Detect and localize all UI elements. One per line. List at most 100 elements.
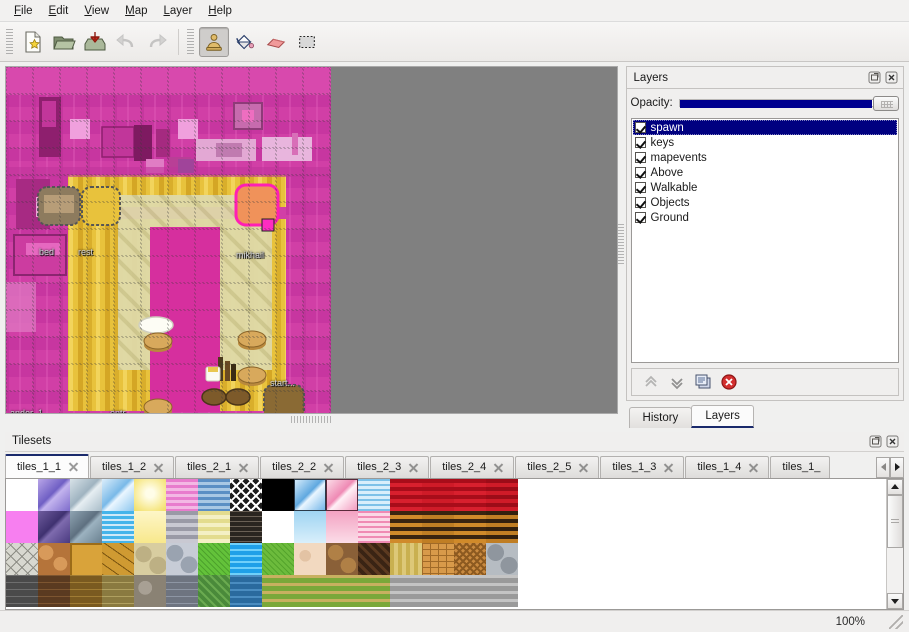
close-tab-icon[interactable] [663,462,674,473]
float-panel-icon[interactable] [867,70,882,85]
tile-cell[interactable] [134,478,166,511]
menu-view[interactable]: View [84,4,110,17]
tile-cell[interactable] [326,510,358,543]
tileset-vertical-scrollbar[interactable] [886,478,903,609]
layer-row-ground[interactable]: Ground [633,210,897,225]
tile-cell[interactable] [358,510,390,543]
tile-cell[interactable] [262,478,294,511]
scrollbar-trough[interactable] [887,494,903,593]
opacity-slider-handle[interactable] [872,96,899,111]
duplicate-layer-icon[interactable] [693,372,713,392]
stamp-brush-icon[interactable] [199,26,229,57]
layer-row-objects[interactable]: Objects [633,195,897,210]
tile-cell[interactable] [70,510,102,543]
tileset-tab-tiles-1-2[interactable]: tiles_1_2 [90,455,175,478]
tile-cell[interactable] [6,510,38,543]
scrollbar-thumb[interactable] [887,494,903,548]
tileset-grid[interactable] [6,478,886,609]
layer-visibility-checkbox[interactable] [634,167,646,178]
opacity-slider[interactable] [678,95,899,111]
tile-cell[interactable] [102,574,134,607]
tile-cell[interactable] [6,478,38,511]
tile-cell[interactable] [262,510,294,543]
tileset-tab-tiles-1-4[interactable]: tiles_1_4 [685,455,770,478]
tile-cell[interactable] [166,478,198,511]
tileset-tab-tiles-2-3[interactable]: tiles_2_3 [345,455,430,478]
scroll-down-button[interactable] [887,593,903,609]
tile-cell[interactable] [454,542,486,575]
menu-file[interactable]: File [14,4,33,17]
map-canvas[interactable]: bed rest mikhail andor_1 entr... start..… [5,66,618,414]
tile-cell[interactable] [358,574,390,607]
tile-cell[interactable] [166,574,198,607]
tile-cell[interactable] [326,542,358,575]
tile-cell[interactable] [486,574,518,607]
close-tab-icon[interactable] [153,462,164,473]
tab-history[interactable]: History [628,406,693,428]
save-file-icon[interactable] [80,27,110,57]
tile-cell[interactable] [390,510,422,543]
float-panel-icon[interactable] [868,434,883,449]
redo-icon[interactable] [142,27,172,57]
tileset-tab-tiles-1-1[interactable]: tiles_1_1 [5,453,90,478]
delete-layer-icon[interactable] [719,372,739,392]
layer-visibility-checkbox[interactable] [634,182,646,193]
close-tab-icon[interactable] [323,462,334,473]
tile-cell[interactable] [6,542,38,575]
tile-cell[interactable] [454,478,486,511]
layer-visibility-checkbox[interactable] [634,137,646,148]
map-render[interactable] [6,67,331,413]
tile-cell[interactable] [486,542,518,575]
tile-cell[interactable] [70,478,102,511]
tile-cell[interactable] [38,542,70,575]
close-tab-icon[interactable] [493,462,504,473]
tile-cell[interactable] [6,574,38,607]
layer-visibility-checkbox[interactable] [634,212,646,223]
tile-cell[interactable] [230,510,262,543]
open-file-icon[interactable] [49,27,79,57]
menu-help[interactable]: Help [208,4,232,17]
tile-cell[interactable] [198,574,230,607]
tile-cell[interactable] [422,574,454,607]
tile-cell[interactable] [230,542,262,575]
tile-cell[interactable] [198,478,230,511]
lower-layer-icon[interactable] [667,372,687,392]
close-tab-icon[interactable] [408,462,419,473]
tile-cell[interactable] [486,510,518,543]
scroll-tabs-right-button[interactable] [890,456,904,478]
layer-row-mapevents[interactable]: mapevents [633,150,897,165]
tile-cell[interactable] [166,510,198,543]
tileset-tab-tiles-2-2[interactable]: tiles_2_2 [260,455,345,478]
tile-cell[interactable] [134,542,166,575]
tile-cell[interactable] [102,478,134,511]
undo-icon[interactable] [111,27,141,57]
layer-row-spawn[interactable]: spawn [632,120,897,135]
scroll-tabs-left-button[interactable] [876,456,890,478]
tile-cell[interactable] [422,542,454,575]
tile-cell[interactable] [38,574,70,607]
tile-cell[interactable] [358,478,390,511]
layer-visibility-checkbox[interactable] [634,152,646,163]
tile-cell[interactable] [102,542,134,575]
tile-cell[interactable] [486,478,518,511]
toolbar-drag-handle[interactable] [6,28,13,55]
menu-map[interactable]: Map [125,4,148,17]
tools-drag-handle[interactable] [187,28,194,55]
menu-edit[interactable]: Edit [48,4,69,17]
close-tab-icon[interactable] [578,462,589,473]
tile-cell[interactable] [422,510,454,543]
tile-cell[interactable] [358,542,390,575]
close-panel-icon[interactable] [884,70,899,85]
tile-cell[interactable] [166,542,198,575]
eraser-icon[interactable] [261,27,291,57]
tileset-tab-tiles-1-5[interactable]: tiles_1_ [770,455,831,478]
tile-cell[interactable] [326,478,358,511]
close-tab-icon[interactable] [748,462,759,473]
tile-cell[interactable] [262,574,294,607]
rectangle-select-icon[interactable] [292,27,322,57]
tile-cell[interactable] [230,478,262,511]
new-map-icon[interactable] [18,27,48,57]
tile-cell[interactable] [70,542,102,575]
tile-cell[interactable] [294,574,326,607]
tile-cell[interactable] [102,510,134,543]
